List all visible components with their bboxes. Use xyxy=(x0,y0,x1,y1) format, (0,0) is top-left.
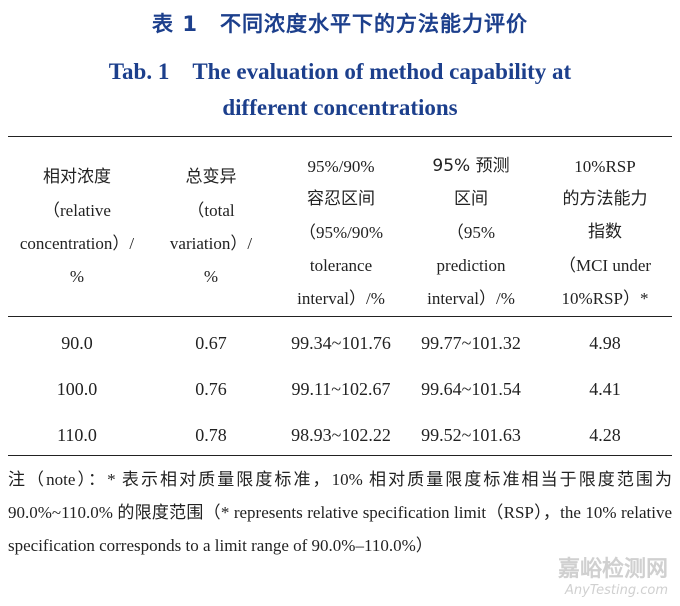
table-row: 110.0 0.78 98.93~102.22 99.52~101.63 4.2… xyxy=(0,420,680,450)
header-tolerance-interval: 95%/90% 容忍区间 （95%/90% tolerance interval… xyxy=(297,157,385,308)
cell-prediction-interval: 99.52~101.63 xyxy=(421,425,521,445)
cell-mci: 4.41 xyxy=(589,379,621,399)
header-total-variation: 总变异 （total variation）/ % xyxy=(169,167,253,286)
cell-tolerance-interval: 98.93~102.22 xyxy=(291,425,391,445)
table-top-rule xyxy=(8,136,672,137)
table-row: 100.0 0.76 99.11~102.67 99.64~101.54 4.4… xyxy=(0,374,680,404)
cell-tolerance-interval: 99.11~102.67 xyxy=(291,379,391,399)
cell-prediction-interval: 99.64~101.54 xyxy=(421,379,521,399)
watermark-english: AnyTesting.com xyxy=(564,583,668,598)
table-bottom-rule xyxy=(8,455,672,456)
cell-concentration: 100.0 xyxy=(56,379,98,399)
header-prediction-interval: 95% 预测 区间 （95% prediction interval）/% xyxy=(427,156,515,308)
table-title-english-line-2: different concentrations xyxy=(222,95,458,120)
cell-total-variation: 0.67 xyxy=(195,333,227,353)
cell-mci: 4.28 xyxy=(589,425,621,445)
table-footnote: 注（note）：* 表示相对质量限度标准，10% 相对质量限度标准相当于限度范围… xyxy=(8,470,672,555)
cell-total-variation: 0.76 xyxy=(195,379,227,399)
cell-prediction-interval: 99.77~101.32 xyxy=(421,333,521,353)
table-title-english-line-1: Tab. 1 The evaluation of method capabili… xyxy=(108,59,572,84)
cell-total-variation: 0.78 xyxy=(195,425,227,445)
header-relative-concentration: 相对浓度 （relative concentration）/ % xyxy=(19,167,135,286)
cell-concentration: 110.0 xyxy=(57,425,97,445)
table-row: 90.0 0.67 99.34~101.76 99.77~101.32 4.98 xyxy=(0,328,680,358)
table-title-chinese: 表 1 不同浓度水平下的方法能力评价 xyxy=(152,12,528,36)
cell-tolerance-interval: 99.34~101.76 xyxy=(291,333,391,353)
cell-mci: 4.98 xyxy=(589,333,621,353)
header-method-capability-index: 10%RSP 的方法能力 指数 （MCI under 10%RSP）* xyxy=(558,157,652,308)
table-header-rule xyxy=(8,316,672,317)
cell-concentration: 90.0 xyxy=(61,333,93,353)
